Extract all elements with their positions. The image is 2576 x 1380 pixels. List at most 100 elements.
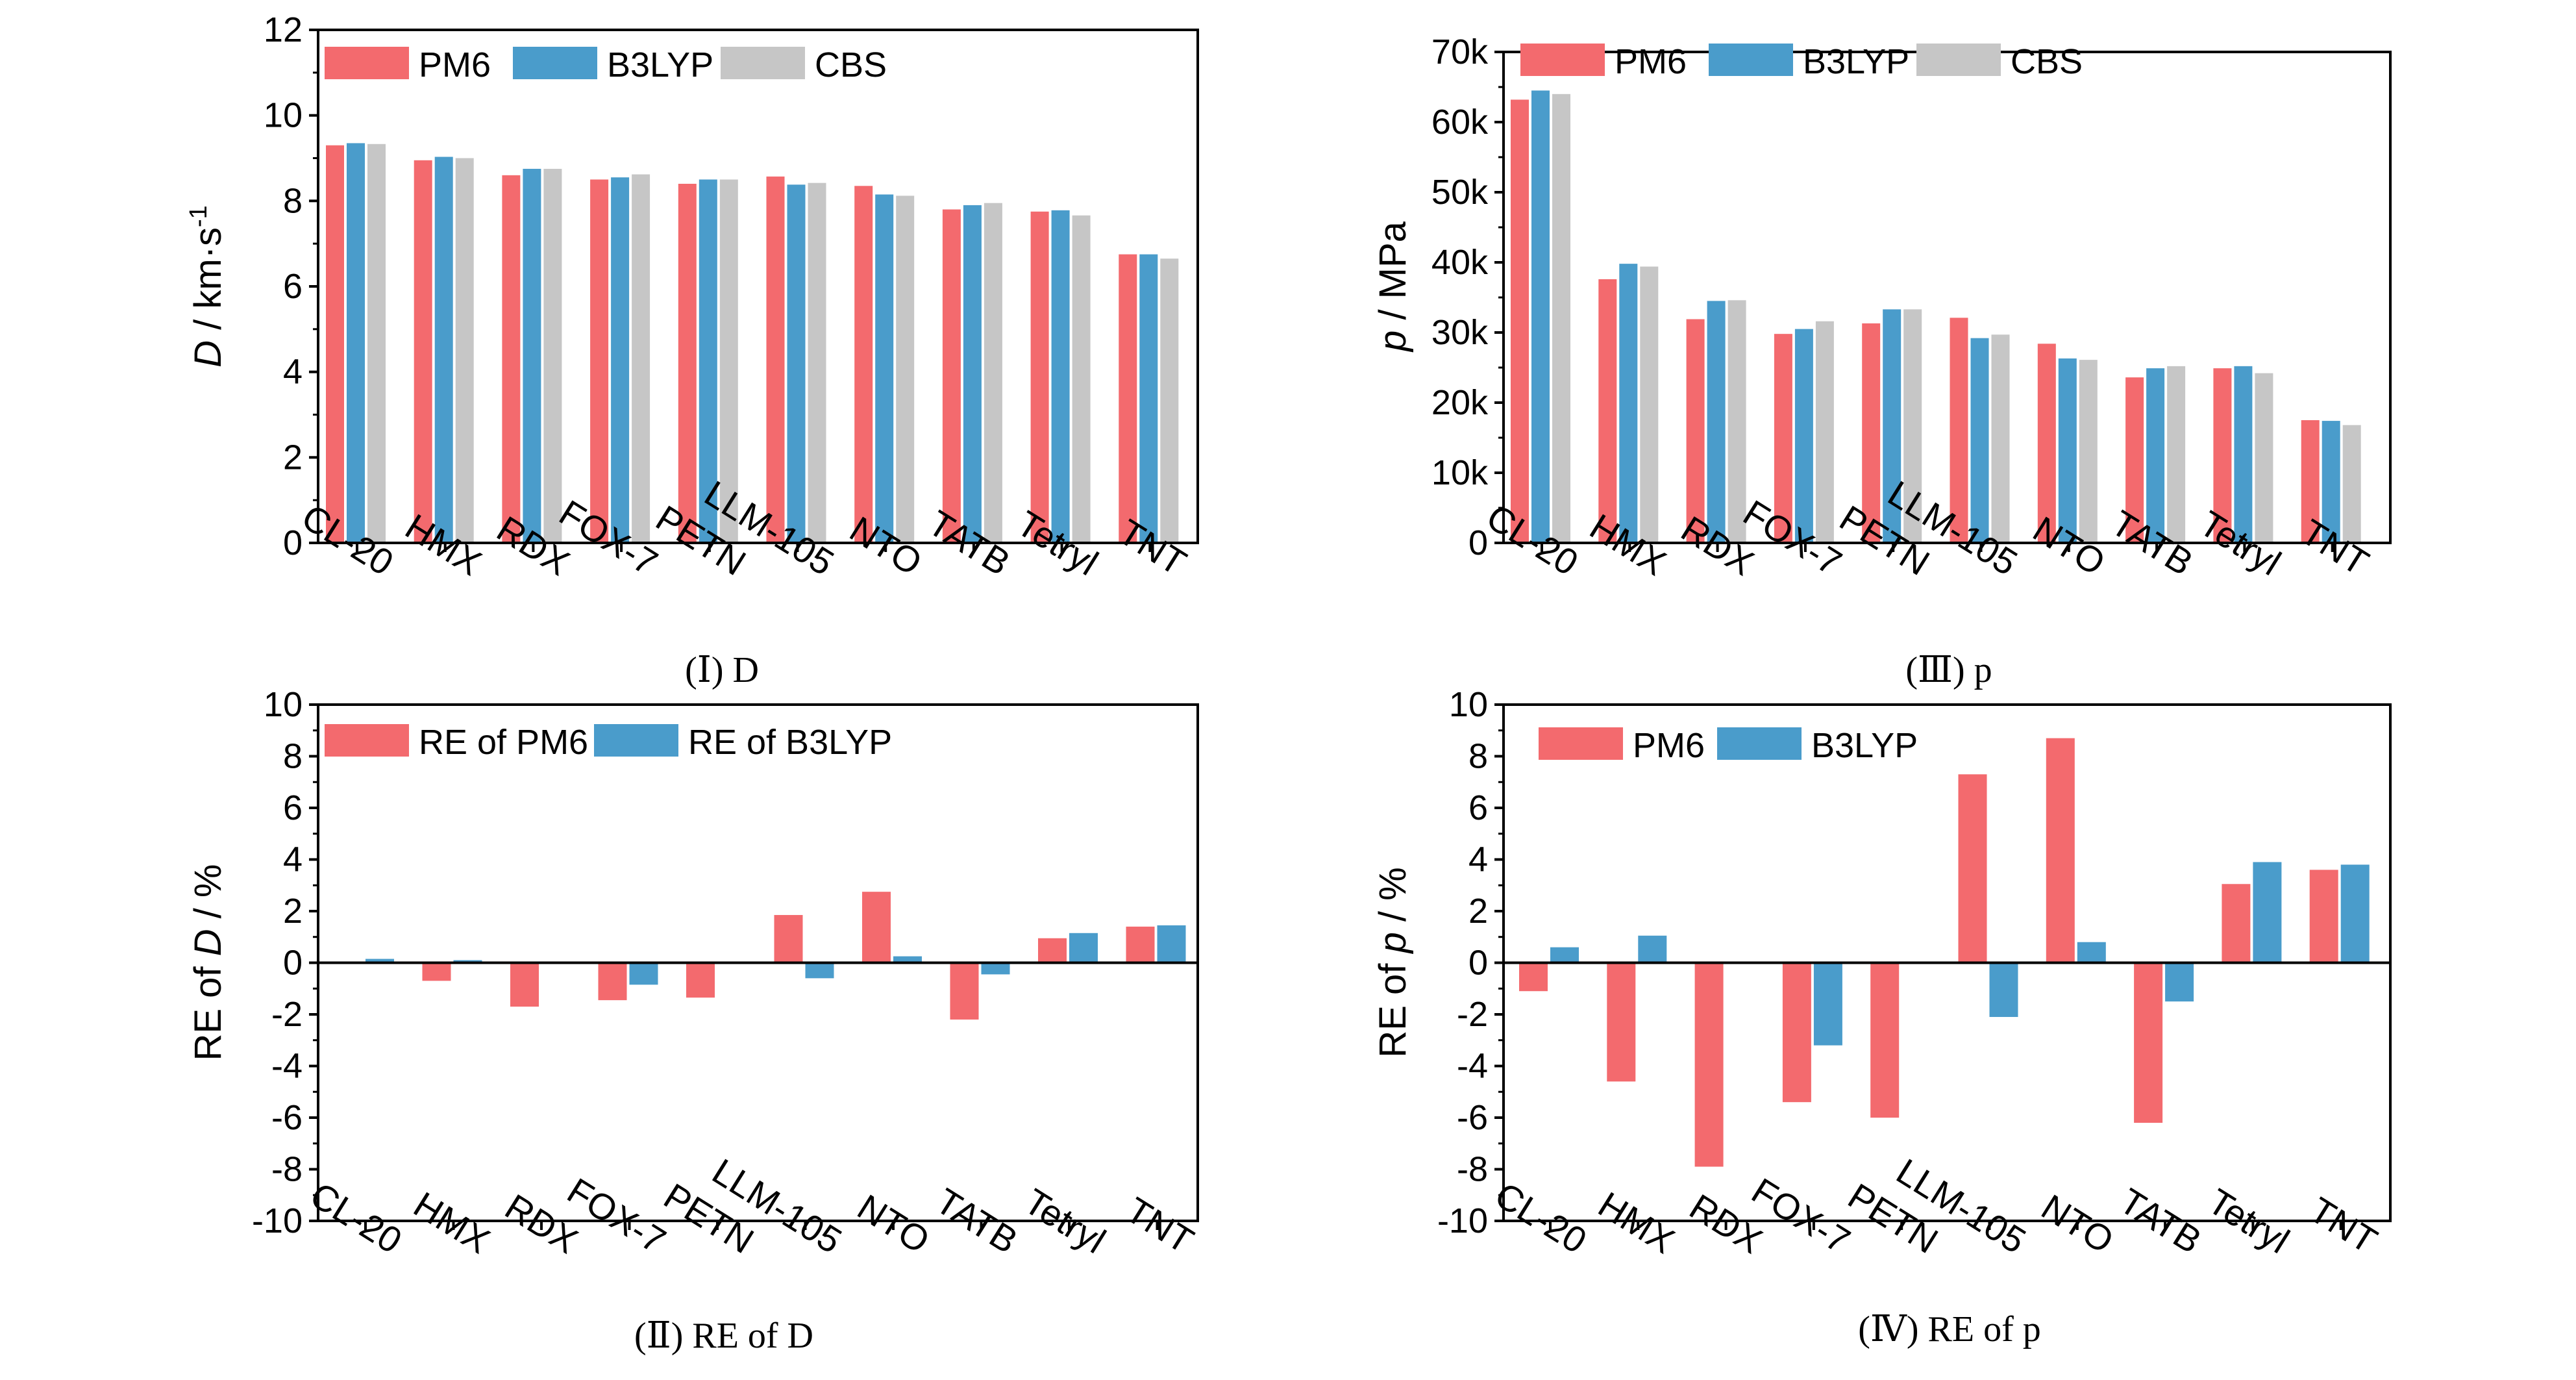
y-axis-label-unit: / MPa [1372,221,1414,330]
bar [2079,360,2098,543]
bar [1598,279,1617,543]
y-tick-label: 10 [264,96,303,135]
bar [2301,420,2320,543]
y-tick-label: 40k [1431,243,1489,282]
bar [1030,211,1049,543]
legend-swatch [1709,44,1793,76]
y-tick-label: -10 [252,1201,303,1240]
bar [1550,947,1579,963]
legend-swatch [513,47,597,79]
bar [2125,377,2144,543]
legend-label: PM6 [1633,726,1705,765]
bar [347,143,365,544]
y-tick-label: 0 [283,944,303,983]
bar [984,203,1002,543]
y-tick-label: 60k [1431,103,1489,142]
y-tick-label: 2 [283,438,303,477]
legend-swatch [325,724,409,757]
bar [2255,373,2273,543]
y-tick-label: 2 [283,892,303,931]
y-axis-label-unit: / % [1372,867,1414,932]
bar [1870,962,1900,1118]
bar [1119,254,1137,543]
y-tick-label: 2 [1468,892,1488,931]
bar [2037,344,2056,543]
bar [455,158,474,543]
x-tick-label: Tetryl [2201,1181,2297,1261]
y-tick-label: 70k [1431,32,1489,71]
y-tick-label: 10k [1431,453,1489,492]
bar [632,174,650,543]
y-axis-label-pre: RE of [1372,953,1414,1058]
x-tick-label: FOX-7 [1745,1170,1857,1261]
y-tick-label: 8 [283,737,303,776]
bar [629,962,658,985]
x-tick-label: Tetryl [1017,1181,1113,1261]
y-axis-label-pre: RE of [187,956,229,1060]
x-tick-label: TATB [929,1180,1025,1261]
bar [1862,323,1881,543]
bar [543,168,562,543]
bar [1782,962,1811,1103]
bar [434,157,453,543]
bar [1619,264,1638,543]
bar [1989,962,2018,1017]
y-tick-label: -10 [1437,1201,1488,1240]
bar [422,962,451,981]
y-tick-label: -2 [271,995,303,1034]
bar [805,962,834,979]
legend-label: RE of B3LYP [688,723,892,762]
bar [1160,258,1179,543]
bar [1883,309,1901,543]
y-tick-label: 4 [1468,840,1488,879]
bar [950,962,979,1020]
legend-swatch [1717,727,1802,760]
bar [893,956,922,963]
y-tick-label: 0 [1468,523,1488,562]
y-tick-label: -2 [1457,995,1488,1034]
bar [2309,870,2338,963]
bar [2342,425,2361,543]
bar [590,179,609,544]
y-axis-label-unit: / % [187,864,229,929]
bar [523,168,541,543]
y-tick-label: 20k [1431,383,1489,422]
bar [942,209,961,543]
legend-label: B3LYP [1803,42,1909,81]
bar [598,962,627,1001]
bar [326,145,344,543]
legend-swatch [325,47,409,79]
bar [2058,358,2077,543]
y-axis-label-symbol: p [1372,331,1414,353]
y-tick-label: 6 [283,788,303,827]
bar [1815,321,1834,543]
bar [2222,884,2251,963]
bar [766,176,785,543]
bar [1794,329,1813,543]
x-tick-label: TNT [2303,1189,2384,1261]
y-tick-label: 4 [283,840,303,879]
x-tick-label: HMX [1591,1184,1681,1261]
legend-label: PM6 [419,45,491,84]
bar [1950,318,1968,543]
y-tick-label: -4 [1457,1047,1488,1086]
y-tick-label: 12 [264,10,303,49]
bar [1728,300,1746,543]
y-axis-label: p / MPa [1372,221,1414,353]
bar [2234,366,2253,543]
bar [678,184,697,543]
legend-label: B3LYP [1811,726,1918,765]
y-tick-label: 4 [283,353,303,392]
bar [1531,90,1550,543]
bar [981,962,1010,975]
y-axis-label-symbol: D [187,340,229,368]
bar [1126,926,1155,963]
panel-caption: (Ⅰ) D [685,650,759,690]
y-tick-label: 6 [283,267,303,306]
bar [1607,962,1636,1082]
bar [2134,962,2163,1123]
bar [1813,962,1842,1046]
